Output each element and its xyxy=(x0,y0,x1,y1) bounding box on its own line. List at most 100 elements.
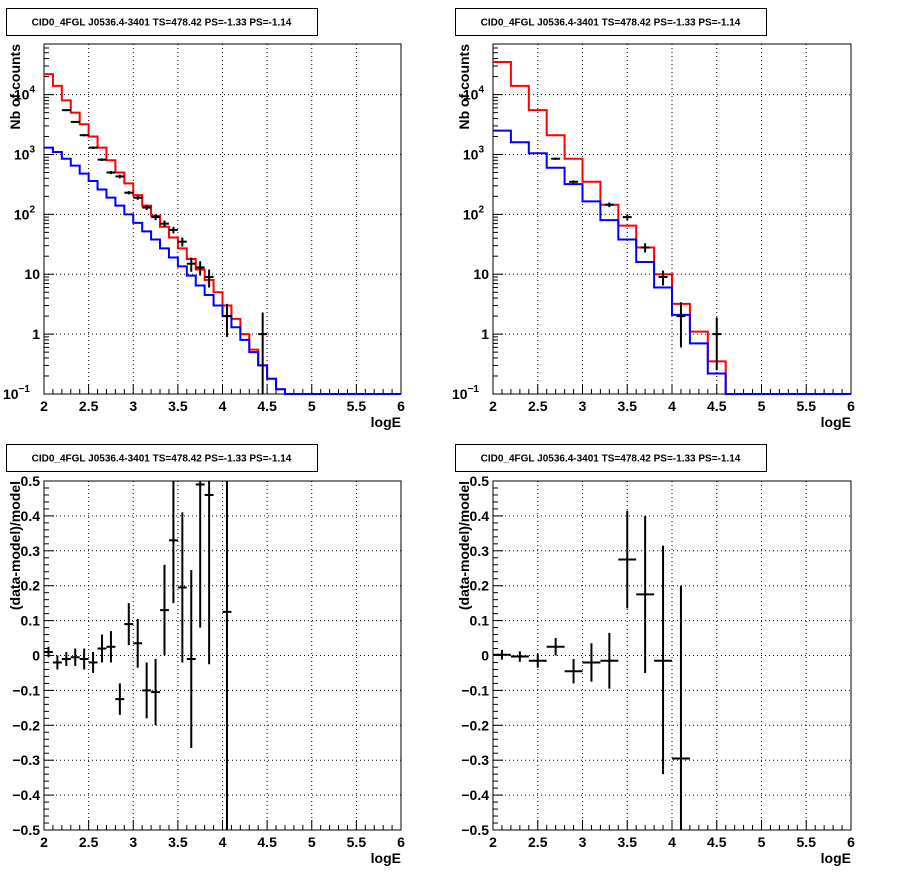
chart-panel-2: CID0_4FGL J0536.4-3401 TS=478.42 PS=-1.3… xyxy=(452,8,855,430)
y-tick-label: 0.5 xyxy=(470,473,490,489)
data-point xyxy=(124,191,134,195)
x-tick-label: 5.5 xyxy=(347,398,367,414)
y-tick-label: −0.2 xyxy=(461,717,489,733)
data-point xyxy=(604,202,614,208)
series-blue-histogram xyxy=(44,146,401,395)
y-tick-exponent: 2 xyxy=(478,204,484,215)
data-point xyxy=(528,653,547,668)
data-point xyxy=(204,481,214,665)
y-tick-label: 1 xyxy=(32,326,40,342)
x-tick-label: 2.5 xyxy=(79,398,99,414)
y-tick-exponent: 4 xyxy=(478,85,484,96)
x-tick-label: 2 xyxy=(40,834,48,850)
x-tick-label: 5 xyxy=(758,834,766,850)
data-point xyxy=(258,312,268,394)
data-point xyxy=(654,545,672,775)
data-point xyxy=(493,649,511,660)
y-tick-exponent: −1 xyxy=(19,384,31,395)
y-tick-label: 10−1 xyxy=(452,384,479,402)
y-tick-label: 102 xyxy=(14,204,36,222)
data-point xyxy=(222,481,232,830)
chart-title-box: CID0_4FGL J0536.4-3401 TS=478.42 PS=-1.3… xyxy=(455,8,767,36)
x-tick-label: 6 xyxy=(847,834,855,850)
y-tick-label: 0.1 xyxy=(21,613,41,629)
x-tick-label: 3.5 xyxy=(168,398,188,414)
x-tick-label: 3 xyxy=(579,398,587,414)
x-tick-label: 6 xyxy=(397,834,405,850)
data-point xyxy=(168,226,178,234)
y-tick-label: −0.1 xyxy=(12,682,40,698)
y-tick-label: 0.2 xyxy=(470,578,490,594)
x-tick-label: 3 xyxy=(129,834,137,850)
data-point xyxy=(70,120,80,123)
data-point xyxy=(151,214,161,221)
data-point xyxy=(177,512,187,663)
data-point xyxy=(160,220,169,227)
x-tick-label: 3.5 xyxy=(168,834,188,850)
x-tick-label: 2 xyxy=(489,398,497,414)
y-tick-exponent: −1 xyxy=(468,384,480,395)
y-tick-exponent: 2 xyxy=(29,204,35,215)
data-point xyxy=(133,618,143,668)
data-point xyxy=(564,658,583,684)
x-tick-label: 2 xyxy=(40,398,48,414)
y-tick-label: 0.4 xyxy=(21,508,41,524)
x-tick-label: 4.5 xyxy=(257,834,277,850)
x-tick-label: 5.5 xyxy=(347,834,367,850)
data-point xyxy=(160,564,169,656)
series-blue-histogram xyxy=(493,129,851,395)
data-point xyxy=(618,510,637,609)
data-point xyxy=(79,648,89,670)
y-axis-title: (data-model)/model xyxy=(456,481,472,610)
data-point xyxy=(676,302,686,348)
data-point xyxy=(640,243,650,253)
data-point xyxy=(97,634,107,663)
x-tick-label: 4.5 xyxy=(257,398,277,414)
data-point xyxy=(622,214,632,221)
x-tick-label: 3 xyxy=(129,398,137,414)
series-red-histogram xyxy=(44,73,401,395)
y-tick-label: 10−1 xyxy=(3,384,30,402)
x-axis-title: logE xyxy=(371,850,401,866)
x-tick-label: 4.5 xyxy=(707,398,727,414)
x-tick-label: 5.5 xyxy=(797,398,817,414)
data-point xyxy=(61,652,71,666)
y-tick-label: 0 xyxy=(32,648,40,664)
y-tick-label: 0 xyxy=(481,648,489,664)
data-point xyxy=(88,146,98,149)
data-point xyxy=(106,170,116,175)
x-tick-label: 2.5 xyxy=(79,834,99,850)
y-tick-label: 0.2 xyxy=(21,578,41,594)
y-tick-label: −0.5 xyxy=(461,822,489,838)
y-tick-exponent: 3 xyxy=(478,144,484,155)
y-axis-title: Nb of counts xyxy=(456,44,472,130)
y-tick-label: 10 xyxy=(24,266,40,282)
data-point xyxy=(151,658,161,726)
x-tick-label: 5.5 xyxy=(797,834,817,850)
data-point xyxy=(195,481,205,628)
data-point xyxy=(52,655,62,670)
y-tick-label: −0.2 xyxy=(12,717,40,733)
grid xyxy=(44,44,401,394)
chart-title: CID0_4FGL J0536.4-3401 TS=478.42 PS=-1.3… xyxy=(481,18,741,29)
y-tick-label: 10 xyxy=(473,266,489,282)
chart-title-frame xyxy=(455,8,767,36)
data-point xyxy=(658,270,668,286)
y-tick-label: 0.3 xyxy=(21,543,41,559)
data-point xyxy=(88,652,98,673)
y-tick-label: 0.4 xyxy=(470,508,490,524)
data-point xyxy=(569,180,579,184)
data-point xyxy=(600,632,619,689)
y-tick-label: −0.1 xyxy=(461,682,489,698)
data-point xyxy=(222,303,232,337)
chart-title-frame xyxy=(6,8,318,36)
data-point xyxy=(195,261,205,276)
chart-title-frame xyxy=(6,444,318,472)
x-axis-title: logE xyxy=(821,414,851,430)
data-point xyxy=(106,631,116,663)
x-tick-label: 3 xyxy=(579,834,587,850)
y-tick-exponent: 4 xyxy=(29,85,35,96)
x-tick-label: 3.5 xyxy=(618,834,638,850)
y-tick-label: 103 xyxy=(14,144,36,162)
data-point xyxy=(186,257,196,272)
